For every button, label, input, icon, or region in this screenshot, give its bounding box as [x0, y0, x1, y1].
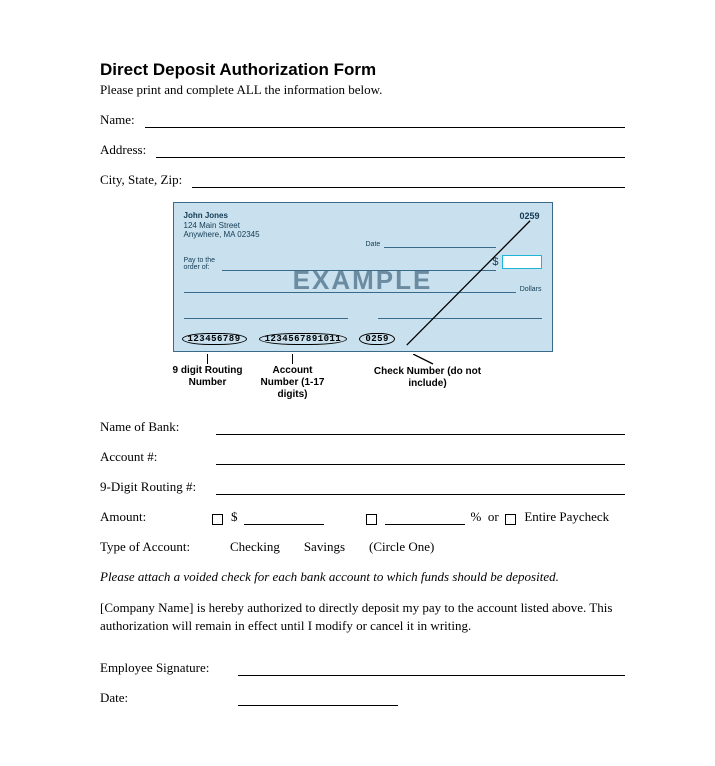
- annot-account: Account Number (1-17 digits): [253, 354, 333, 401]
- form-page: Direct Deposit Authorization Form Please…: [0, 0, 715, 746]
- check-annotations: 9 digit Routing Number Account Number (1…: [173, 354, 553, 401]
- annot-routing: 9 digit Routing Number: [173, 354, 243, 401]
- type-hint: (Circle One): [369, 539, 434, 555]
- check-number: 0259: [519, 211, 539, 221]
- check-payer-addr2: Anywhere, MA 02345: [184, 230, 260, 240]
- input-routing-num[interactable]: [216, 481, 625, 495]
- label-bank-name: Name of Bank:: [100, 419, 206, 435]
- check-amount-box: $: [492, 255, 541, 269]
- micr-check: 0259: [359, 333, 395, 345]
- check-payer: John Jones 124 Main Street Anywhere, MA …: [184, 211, 260, 240]
- field-amount: Amount: $ % or Entire Paycheck: [100, 509, 625, 525]
- field-city-state-zip: City, State, Zip:: [100, 172, 625, 188]
- annot-account-text: Account Number (1-17 digits): [261, 365, 325, 400]
- dollar-sign: $: [231, 509, 238, 525]
- amount-or: or: [487, 509, 499, 525]
- form-subtitle: Please print and complete ALL the inform…: [100, 82, 625, 98]
- check-dollars-blank: [184, 285, 516, 293]
- checkbox-dollar[interactable]: [212, 514, 223, 525]
- annot-check-connector: [413, 354, 443, 366]
- field-account-num: Account #:: [100, 449, 625, 465]
- check-memo-blank: [184, 311, 348, 319]
- check-sig-blank: [378, 311, 542, 319]
- check-assembly: John Jones 124 Main Street Anywhere, MA …: [173, 202, 553, 401]
- label-signature: Employee Signature:: [100, 660, 228, 676]
- annot-routing-text: 9 digit Routing Number: [173, 365, 243, 388]
- input-address[interactable]: [156, 144, 625, 158]
- authorization-text: [Company Name] is hereby authorized to d…: [100, 599, 625, 634]
- micr-account: 1234567891011: [259, 333, 348, 345]
- opt-savings[interactable]: Savings: [304, 539, 345, 555]
- attach-note: Please attach a voided check for each ba…: [100, 569, 625, 585]
- label-amount: Amount:: [100, 509, 206, 525]
- input-date[interactable]: [238, 692, 398, 706]
- field-bank-name: Name of Bank:: [100, 419, 625, 435]
- field-routing-num: 9-Digit Routing #:: [100, 479, 625, 495]
- label-account-num: Account #:: [100, 449, 206, 465]
- check-date-blank: [384, 242, 495, 248]
- example-check: John Jones 124 Main Street Anywhere, MA …: [173, 202, 553, 352]
- label-account-type: Type of Account:: [100, 539, 206, 555]
- field-date: Date:: [100, 690, 625, 706]
- label-name: Name:: [100, 112, 135, 128]
- form-title: Direct Deposit Authorization Form: [100, 60, 625, 80]
- label-date: Date:: [100, 690, 228, 706]
- label-address: Address:: [100, 142, 146, 158]
- label-entire-paycheck: Entire Paycheck: [524, 509, 609, 525]
- field-account-type: Type of Account: Checking Savings (Circl…: [100, 539, 625, 555]
- field-signature: Employee Signature:: [100, 660, 625, 676]
- check-payer-addr1: 124 Main Street: [184, 221, 260, 231]
- checkbox-percent[interactable]: [366, 514, 377, 525]
- check-payto-label: Pay to the order of:: [184, 257, 218, 271]
- check-payto-blank: [222, 263, 496, 271]
- check-amount-rect: [502, 255, 542, 269]
- check-date-line: Date: [366, 241, 496, 248]
- check-payer-name: John Jones: [184, 211, 260, 221]
- opt-checking[interactable]: Checking: [230, 539, 280, 555]
- field-name: Name:: [100, 112, 625, 128]
- check-micr: 123456789 1234567891011 0259: [182, 333, 395, 345]
- percent-sign: %: [471, 509, 482, 525]
- check-dollars-line: Dollars: [184, 285, 542, 293]
- label-routing-num: 9-Digit Routing #:: [100, 479, 206, 495]
- input-amount-dollar[interactable]: [244, 513, 324, 525]
- annot-check-text: Check Number (do not include): [374, 366, 481, 389]
- check-example-wrap: John Jones 124 Main Street Anywhere, MA …: [100, 202, 625, 401]
- check-date-label: Date: [366, 241, 381, 248]
- input-city-state-zip[interactable]: [192, 174, 625, 188]
- input-bank-name[interactable]: [216, 421, 625, 435]
- input-account-num[interactable]: [216, 451, 625, 465]
- input-amount-percent[interactable]: [385, 513, 465, 525]
- check-dollars-label: Dollars: [520, 286, 542, 293]
- checkbox-entire[interactable]: [505, 514, 516, 525]
- field-address: Address:: [100, 142, 625, 158]
- check-dollar-sign: $: [492, 256, 498, 268]
- input-name[interactable]: [145, 114, 625, 128]
- check-payto: Pay to the order of:: [184, 257, 496, 271]
- micr-routing: 123456789: [182, 333, 247, 345]
- check-memo-sig: [184, 311, 542, 319]
- label-city-state-zip: City, State, Zip:: [100, 172, 182, 188]
- annot-check: Check Number (do not include): [373, 354, 483, 401]
- input-signature[interactable]: [238, 662, 625, 676]
